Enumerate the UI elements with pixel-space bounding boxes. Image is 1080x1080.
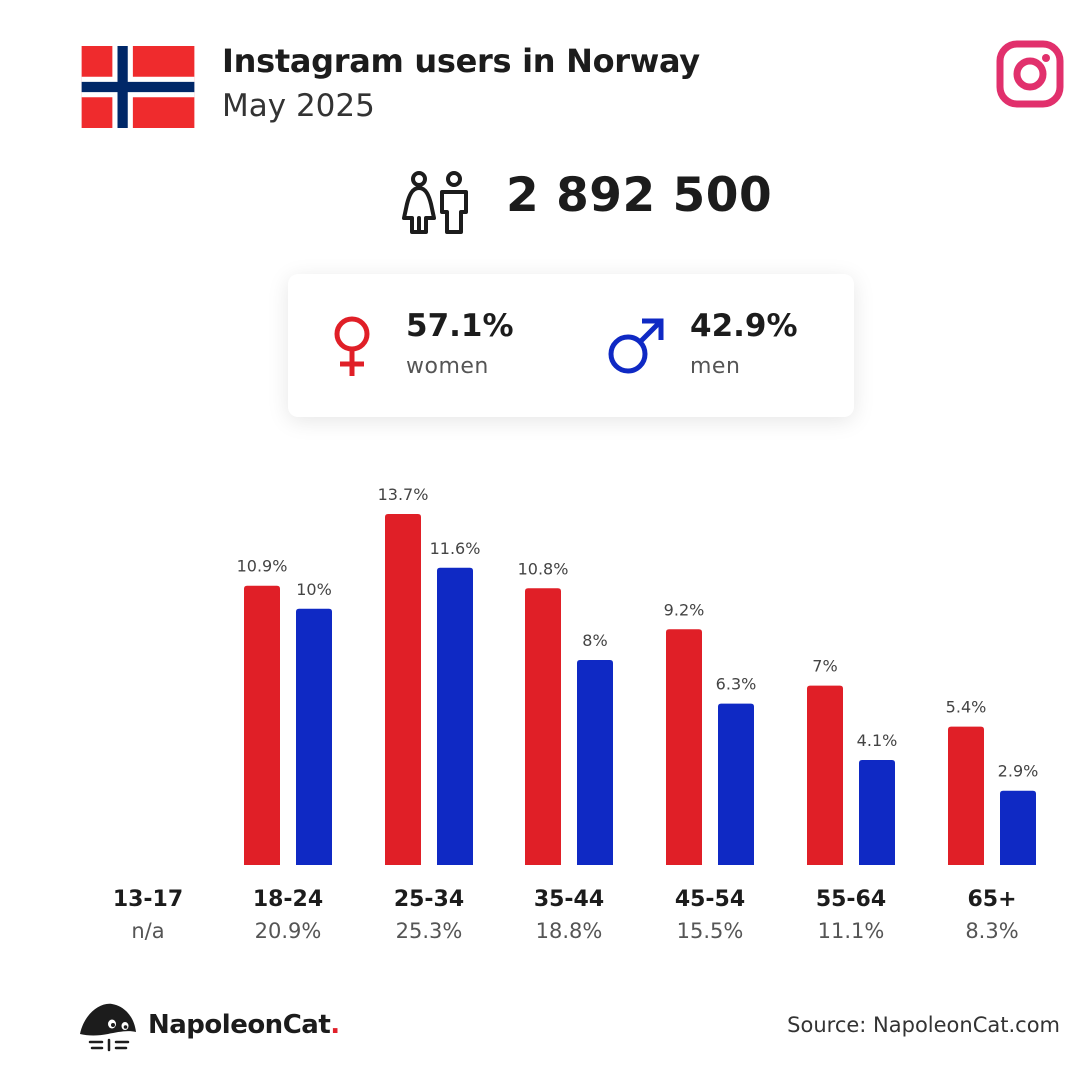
norway-flag-icon [81, 46, 195, 128]
bar-data-label: 11.6% [430, 539, 481, 558]
bar-data-label: 8% [582, 631, 607, 650]
category-label: 45-54 [675, 887, 745, 912]
bar-18-24-series-1 [244, 585, 280, 865]
age-gender-bar-chart: 13-17 n/a 10.9% 10% 18-24 20.9% 13.7% 11.6% 25-3… [113, 485, 1039, 943]
bar-data-label: 10.8% [518, 559, 569, 578]
category-label: 65+ [967, 887, 1016, 912]
bar-data-label: 10.9% [237, 557, 288, 576]
people-icon [402, 171, 468, 234]
women-label: women [406, 354, 489, 379]
bar-25-34-series-2 [437, 567, 473, 865]
source-credit: Source: NapoleonCat.com [787, 1013, 1060, 1037]
bar-65+-series-2 [1000, 790, 1036, 865]
bar-data-label: 2.9% [998, 762, 1039, 781]
bar-55-64-series-1 [807, 685, 843, 865]
category-label: 35-44 [534, 887, 604, 912]
female-symbol-icon [334, 316, 370, 376]
bar-45-54-series-2 [718, 703, 754, 865]
bar-data-label: 5.4% [946, 698, 987, 717]
bar-55-64-series-2 [859, 759, 895, 865]
page-subtitle: May 2025 [222, 88, 375, 124]
bar-35-44-series-2 [577, 660, 613, 865]
page-title: Instagram users in Norway [222, 42, 700, 80]
men-label: men [690, 354, 741, 379]
bar-data-label: 7% [812, 657, 837, 676]
category-label: 55-64 [816, 887, 886, 912]
instagram-icon [996, 40, 1064, 108]
bar-data-label: 13.7% [378, 485, 429, 504]
category-total: 11.1% [818, 919, 885, 943]
category-total: 18.8% [536, 919, 603, 943]
bar-data-label: 9.2% [664, 600, 705, 619]
category-label: 25-34 [394, 887, 464, 912]
total-users-value: 2 892 500 [506, 168, 773, 223]
category-label: 18-24 [253, 887, 323, 912]
category-total: 25.3% [396, 919, 463, 943]
male-symbol-icon [608, 318, 664, 374]
bar-65+-series-1 [948, 726, 984, 865]
category-total: n/a [131, 919, 164, 943]
bar-data-label: 4.1% [857, 731, 898, 750]
bar-18-24-series-2 [296, 608, 332, 865]
bar-25-34-series-1 [385, 514, 421, 865]
bar-35-44-series-1 [525, 588, 561, 865]
napoleoncat-logo-icon [80, 1003, 136, 1052]
category-label: 13-17 [113, 887, 183, 912]
category-total: 15.5% [677, 919, 744, 943]
bar-45-54-series-1 [666, 629, 702, 865]
category-total: 20.9% [255, 919, 322, 943]
bar-data-label: 6.3% [716, 675, 757, 694]
men-percent: 42.9% [690, 308, 798, 344]
bar-data-label: 10% [296, 580, 332, 599]
brand-name: NapoleonCat. [148, 1010, 340, 1040]
women-percent: 57.1% [406, 308, 514, 344]
gender-split-card: 57.1% women 42.9% men [288, 274, 854, 417]
category-total: 8.3% [965, 919, 1018, 943]
